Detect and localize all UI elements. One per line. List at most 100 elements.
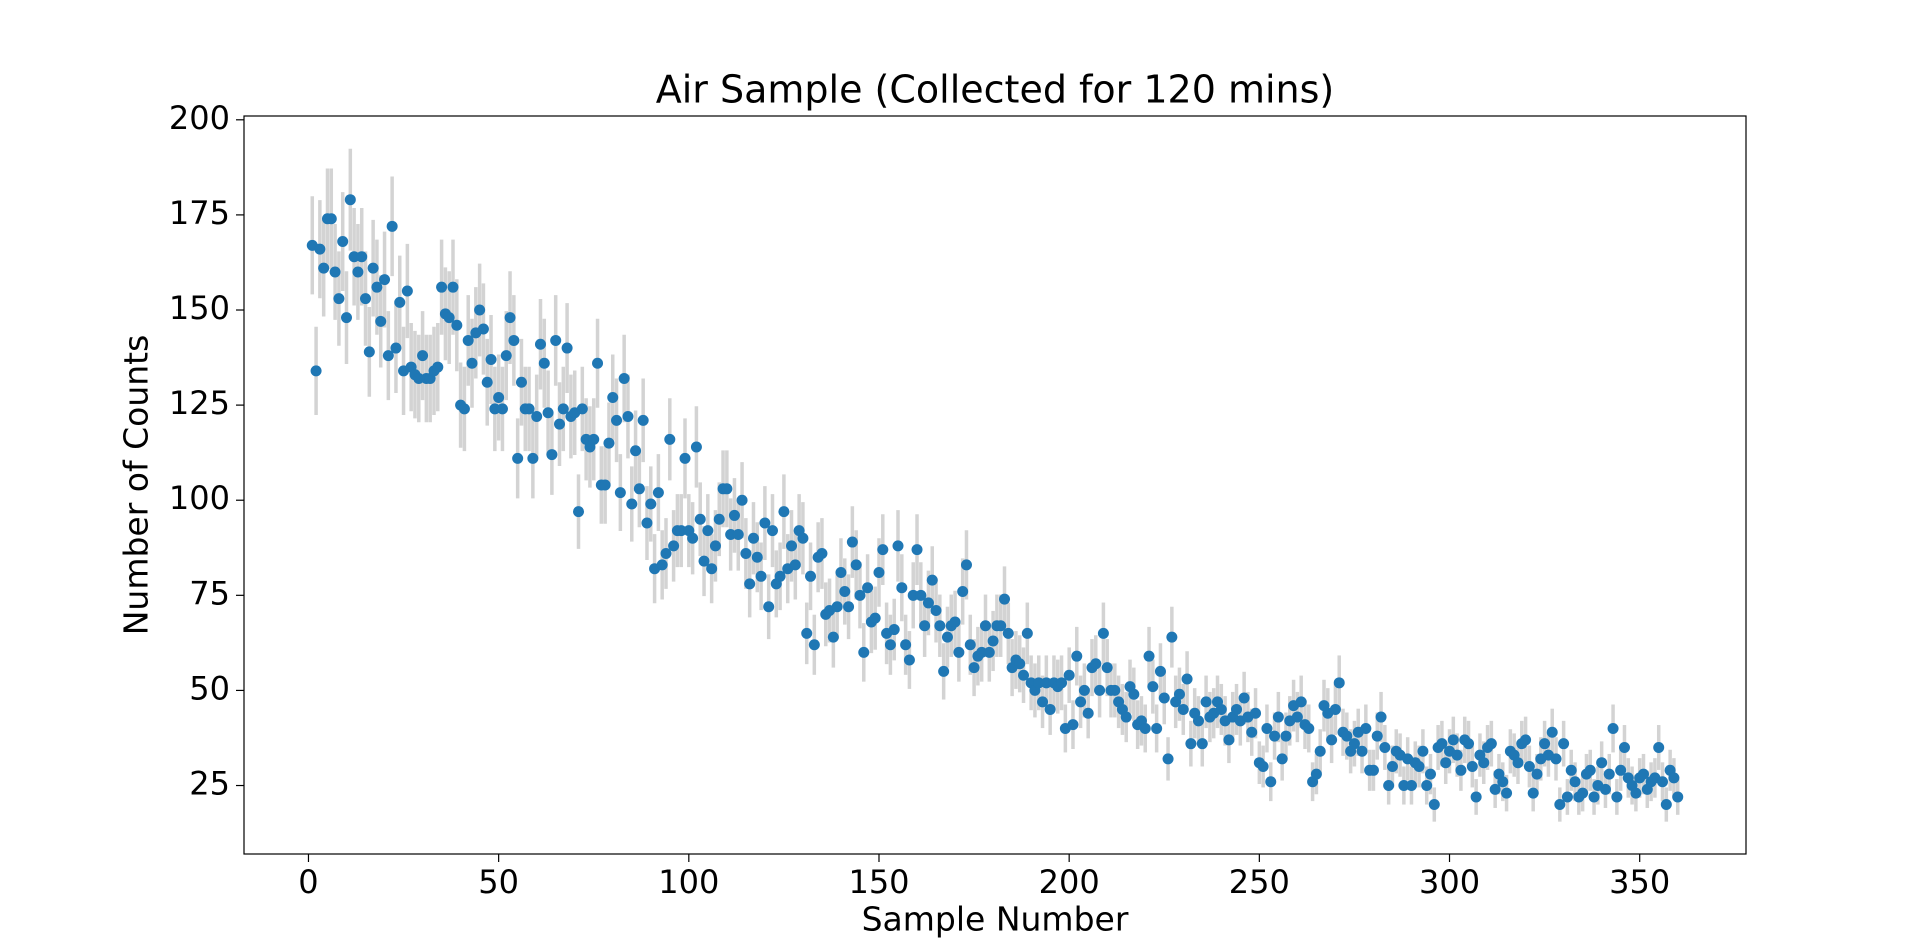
y-tick-label: 175 [169,194,230,232]
data-point [694,513,706,525]
plot-frame [243,115,1747,855]
y-axis-label: Number of Counts [117,335,156,636]
data-point [1447,734,1459,746]
data-point [1291,711,1303,723]
data-point [489,403,501,415]
data-point [314,243,326,255]
data-point [660,547,672,559]
data-point [344,194,356,206]
data-point [1177,703,1189,715]
data-point [1200,696,1212,708]
data-point [1329,703,1341,715]
data-point [550,334,562,346]
data-point [1569,776,1581,788]
y-tick-label: 125 [169,384,230,422]
data-point [1143,650,1155,662]
data-point [401,285,413,297]
data-point [960,559,972,571]
data-point [805,570,817,582]
x-tick-label: 200 [1039,863,1100,901]
data-point [622,411,634,423]
data-point [1478,757,1490,769]
data-point [1417,745,1429,757]
data-point [542,407,554,419]
data-point [1660,799,1672,811]
x-tick-label: 250 [1229,863,1290,901]
data-point [957,586,969,598]
x-tick-label: 0 [298,863,318,901]
data-point [690,441,702,453]
data-point [709,540,721,552]
data-point [1162,753,1174,765]
x-tick-label: 150 [848,863,909,901]
data-point [903,654,915,666]
data-point [976,646,988,658]
data-point [1611,791,1623,803]
data-point [698,555,710,567]
data-point [1398,780,1410,792]
data-point [1166,631,1178,643]
data-point [1630,787,1642,799]
data-point [1215,703,1227,715]
data-point [436,281,448,293]
data-point [1314,745,1326,757]
data-point [964,639,976,651]
data-point [999,593,1011,605]
data-point [1379,741,1391,753]
data-point [1333,677,1345,689]
data-point [702,525,714,537]
data-point [1554,799,1566,811]
data-point [1360,722,1372,734]
data-point [1672,791,1684,803]
data-point [352,266,364,278]
data-point [329,266,341,278]
data-point [900,639,912,651]
data-point [1386,761,1398,773]
data-point [808,639,820,651]
data-point [1618,741,1630,753]
data-point [1310,768,1322,780]
data-point [1269,730,1281,742]
y-tick-label: 200 [169,99,230,137]
data-point [1261,722,1273,734]
data-point [1018,669,1030,681]
data-point [382,350,394,362]
data-point [641,517,653,529]
data-point [1303,722,1315,734]
data-point [835,566,847,578]
data-point [801,627,813,639]
data-point [953,646,965,658]
data-point [755,570,767,582]
data-point [1075,696,1087,708]
x-tick-label: 100 [658,863,719,901]
data-point [911,544,923,556]
data-point [1413,761,1425,773]
data-point [645,498,657,510]
data-point [858,646,870,658]
data-point [789,559,801,571]
data-point [713,513,725,525]
data-point [1588,791,1600,803]
data-point [310,365,322,377]
data-point [1668,772,1680,784]
data-point [1561,791,1573,803]
y-tick-label: 100 [169,479,230,517]
data-point [1120,711,1132,723]
data-point [1067,719,1079,731]
data-point [1326,734,1338,746]
data-point [1512,757,1524,769]
data-point [477,323,489,335]
data-point [1367,764,1379,776]
data-point [1097,627,1109,639]
data-point [1002,627,1014,639]
data-point [725,528,737,540]
data-point [1455,764,1467,776]
y-tick-label: 25 [189,765,230,803]
data-point [721,483,733,495]
data-point [1151,722,1163,734]
data-point [512,452,524,464]
data-point [747,532,759,544]
data-point [1489,783,1501,795]
data-point [1341,730,1353,742]
x-axis-label: Sample Number [862,900,1129,939]
